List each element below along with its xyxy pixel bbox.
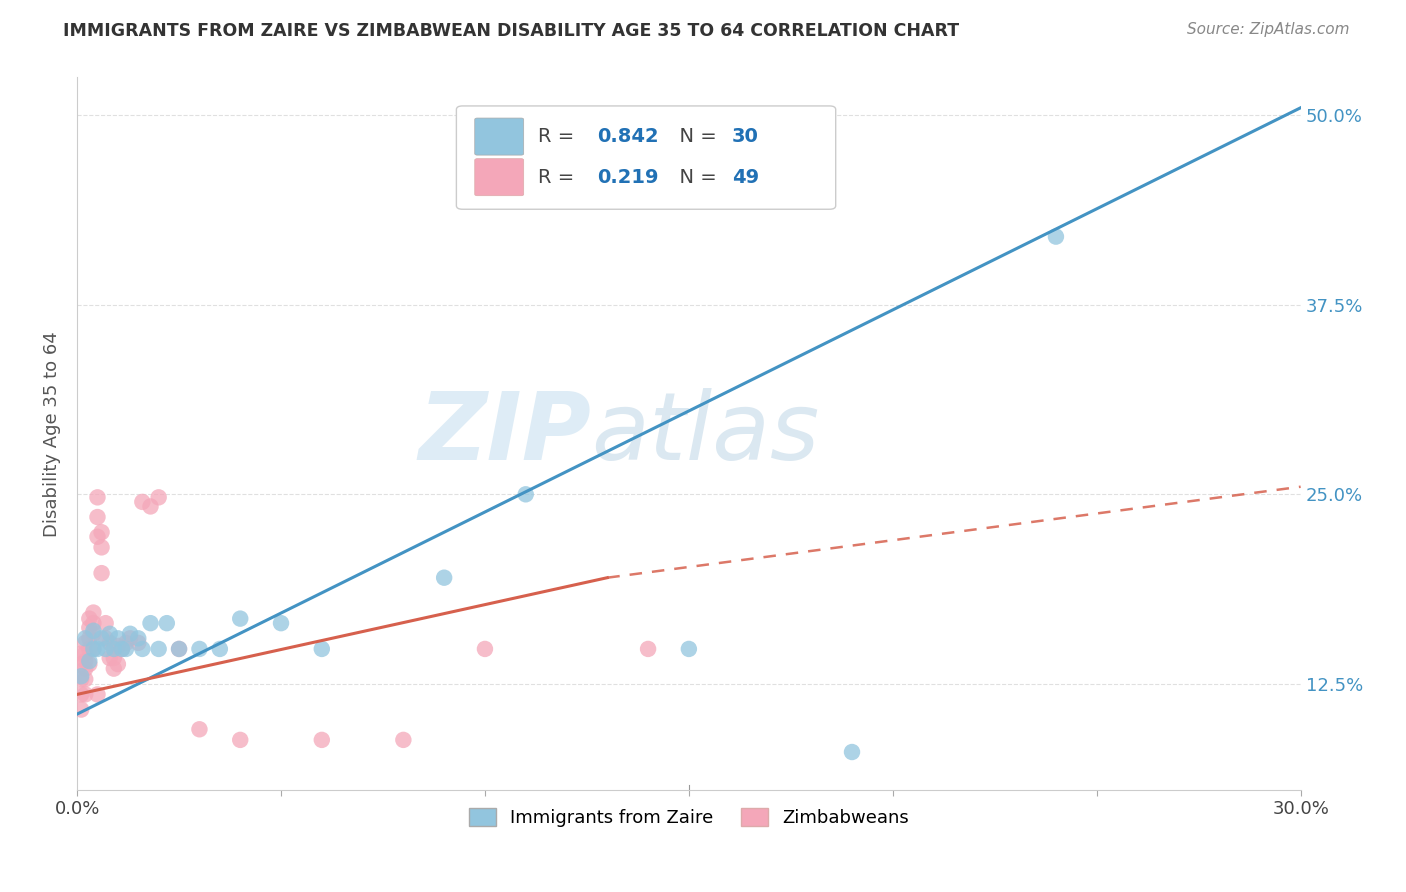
Text: N =: N =	[666, 168, 723, 186]
Point	[433, 571, 456, 585]
FancyBboxPatch shape	[475, 159, 523, 195]
Point	[75, 654, 97, 668]
Point	[392, 732, 415, 747]
Point	[86, 687, 108, 701]
Point	[70, 687, 93, 701]
Point	[94, 632, 117, 646]
Legend: Immigrants from Zaire, Zimbabweans: Immigrants from Zaire, Zimbabweans	[461, 800, 917, 834]
Point	[82, 627, 104, 641]
Point	[94, 642, 117, 657]
Text: IMMIGRANTS FROM ZAIRE VS ZIMBABWEAN DISABILITY AGE 35 TO 64 CORRELATION CHART: IMMIGRANTS FROM ZAIRE VS ZIMBABWEAN DISA…	[63, 22, 959, 40]
Point	[131, 642, 153, 657]
Point	[115, 642, 138, 657]
Point	[270, 616, 292, 631]
Text: N =: N =	[666, 127, 723, 146]
Point	[139, 616, 162, 631]
Point	[75, 687, 97, 701]
Point	[79, 632, 101, 646]
Point	[90, 525, 112, 540]
Text: Source: ZipAtlas.com: Source: ZipAtlas.com	[1187, 22, 1350, 37]
Text: atlas: atlas	[591, 388, 820, 479]
Point	[70, 647, 93, 661]
Point	[188, 642, 211, 657]
Point	[111, 642, 134, 657]
Point	[139, 500, 162, 514]
Point	[120, 627, 142, 641]
Point	[82, 642, 104, 657]
Text: 30: 30	[731, 127, 759, 146]
Point	[103, 651, 125, 665]
Text: R =: R =	[538, 168, 581, 186]
Point	[515, 487, 537, 501]
Point	[311, 732, 333, 747]
Y-axis label: Disability Age 35 to 64: Disability Age 35 to 64	[44, 331, 60, 537]
Point	[75, 672, 97, 686]
Point	[107, 657, 129, 672]
Text: 0.842: 0.842	[598, 127, 659, 146]
Point	[98, 636, 121, 650]
Point	[86, 491, 108, 505]
Point	[98, 627, 121, 641]
Point	[90, 566, 112, 581]
Point	[79, 642, 101, 657]
Point	[474, 642, 496, 657]
Point	[131, 495, 153, 509]
Point	[148, 642, 170, 657]
Point	[75, 632, 97, 646]
FancyBboxPatch shape	[457, 106, 835, 210]
Point	[637, 642, 659, 657]
Point	[103, 642, 125, 657]
Point	[111, 642, 134, 657]
Point	[120, 632, 142, 646]
Point	[107, 639, 129, 653]
Point	[82, 606, 104, 620]
Point	[94, 616, 117, 631]
Point	[311, 642, 333, 657]
Point	[75, 636, 97, 650]
Point	[79, 621, 101, 635]
Point	[167, 642, 190, 657]
Point	[1045, 229, 1067, 244]
Point	[86, 530, 108, 544]
Point	[90, 632, 112, 646]
Point	[98, 651, 121, 665]
Point	[82, 616, 104, 631]
Point	[82, 642, 104, 657]
Point	[86, 642, 108, 657]
Point	[229, 732, 252, 747]
Text: 49: 49	[731, 168, 759, 186]
Point	[70, 702, 93, 716]
Point	[70, 657, 93, 672]
Point	[115, 636, 138, 650]
Point	[79, 657, 101, 672]
Text: ZIP: ZIP	[418, 388, 591, 480]
Text: 0.219: 0.219	[598, 168, 658, 186]
Point	[75, 662, 97, 676]
Point	[841, 745, 863, 759]
Point	[229, 612, 252, 626]
Point	[82, 624, 104, 638]
Point	[107, 632, 129, 646]
Point	[90, 541, 112, 555]
Text: R =: R =	[538, 127, 581, 146]
Point	[127, 636, 149, 650]
Point	[75, 647, 97, 661]
FancyBboxPatch shape	[475, 118, 523, 155]
Point	[70, 672, 93, 686]
Point	[79, 612, 101, 626]
Point	[70, 669, 93, 683]
Point	[86, 510, 108, 524]
Point	[167, 642, 190, 657]
Point	[678, 642, 700, 657]
Point	[127, 632, 149, 646]
Point	[188, 723, 211, 737]
Point	[79, 654, 101, 668]
Point	[148, 491, 170, 505]
Point	[103, 662, 125, 676]
Point	[208, 642, 231, 657]
Point	[156, 616, 179, 631]
